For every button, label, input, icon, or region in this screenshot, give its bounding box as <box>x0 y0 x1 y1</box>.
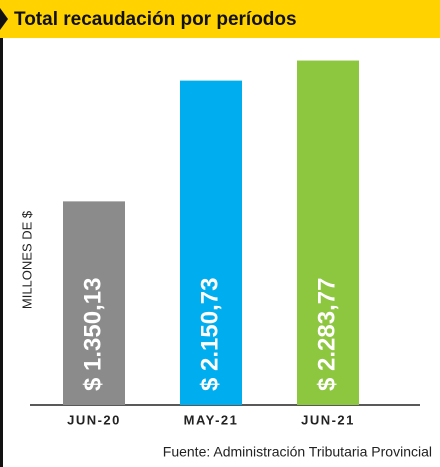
y-axis-label: MILLONES DE $ <box>19 210 34 309</box>
value-label: $ 2.283,77 <box>313 278 340 391</box>
x-tick-label: JUN-20 <box>67 412 121 427</box>
source-note: Fuente: Administración Tributaria Provin… <box>163 444 432 460</box>
chart-title: Total recaudación por períodos <box>14 9 297 30</box>
value-label: $ 1.350,13 <box>79 278 106 391</box>
x-tick-label: JUN-21 <box>301 412 355 427</box>
left-rule <box>0 38 3 467</box>
bar <box>180 80 242 405</box>
x-tick-label: MAY-21 <box>184 412 239 427</box>
title-bar <box>0 0 440 38</box>
bar <box>297 60 359 405</box>
bar <box>63 201 125 405</box>
title-marker <box>0 8 8 30</box>
value-label: $ 2.150,73 <box>196 278 223 391</box>
